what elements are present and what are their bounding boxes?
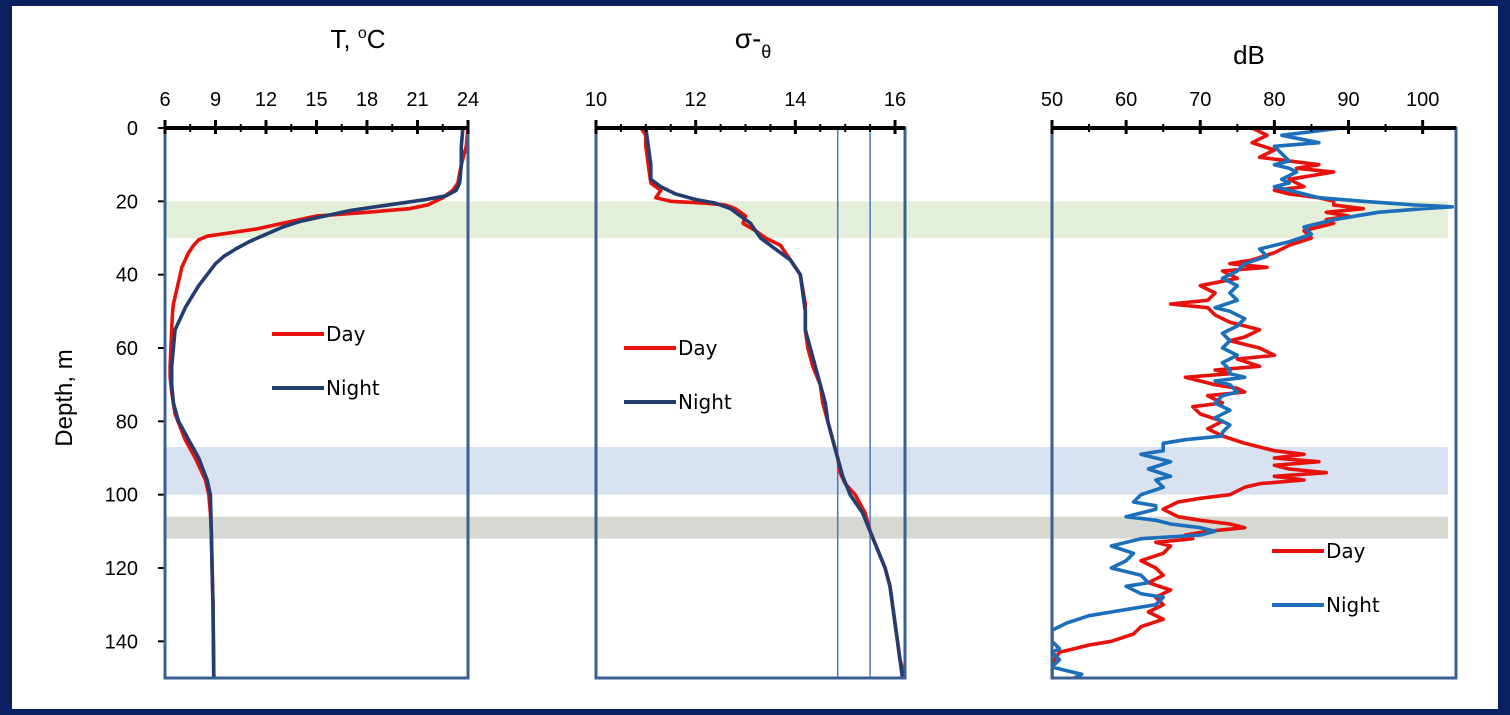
legend-label-night: Night xyxy=(1326,593,1380,617)
series-line-night xyxy=(169,128,465,678)
x-tick-label-2: 14 xyxy=(784,89,806,111)
series-line-day xyxy=(1052,128,1366,678)
y-tick-label-0: 0 xyxy=(127,118,138,140)
highlight-band-1 xyxy=(165,447,1448,495)
series-line-night xyxy=(644,128,905,678)
legend-label-night: Night xyxy=(678,390,732,414)
legend-label-day: Day xyxy=(678,336,718,360)
x-tick-label-0: 6 xyxy=(159,89,170,111)
y-axis-ticks: 0 20 40 60 80 100 120 140 xyxy=(105,118,166,653)
x-tick-label-5: 100 xyxy=(1406,89,1439,111)
series-line-night xyxy=(1052,128,1455,678)
x-tick-label-5: 21 xyxy=(406,89,428,111)
x-tick-label-1: 12 xyxy=(685,89,707,111)
x-tick-label-3: 15 xyxy=(305,89,327,111)
y-tick-label-3: 60 xyxy=(116,338,138,360)
panel-backscatter: dB 50 60 70 80 90 100 Day Night xyxy=(1041,40,1458,680)
y-axis-label: Depth, m xyxy=(51,349,78,446)
x-tick-label-1: 9 xyxy=(210,89,221,111)
x-tick-label-2: 12 xyxy=(255,89,277,111)
legend-label-day: Day xyxy=(326,322,366,346)
x-tick-label-4: 18 xyxy=(356,89,378,111)
y-tick-label-4: 80 xyxy=(116,411,138,433)
y-tick-label-1: 20 xyxy=(116,191,138,213)
x-tick-label-4: 90 xyxy=(1337,89,1359,111)
highlight-band-2 xyxy=(165,516,1448,539)
series-line-day xyxy=(168,128,468,678)
x-tick-label-2: 70 xyxy=(1189,89,1211,111)
y-tick-label-5: 100 xyxy=(105,485,138,507)
x-tick-label-6: 24 xyxy=(457,89,479,111)
panel-density: σ-θ 10 12 14 16 Day Night xyxy=(585,23,907,680)
legend-label-day: Day xyxy=(1326,539,1366,563)
highlight-band-0 xyxy=(165,201,1448,238)
x-tick-label-0: 10 xyxy=(585,89,607,111)
panel-title-backscatter: dB xyxy=(1233,40,1265,70)
x-tick-label-1: 60 xyxy=(1115,89,1137,111)
x-tick-label-0: 50 xyxy=(1041,89,1063,111)
panel-title-temperature: T, oC xyxy=(330,24,385,54)
legend-label-night: Night xyxy=(326,376,380,400)
y-tick-label-6: 120 xyxy=(105,558,138,580)
x-tick-label-3: 16 xyxy=(884,89,906,111)
y-tick-label-7: 140 xyxy=(105,631,138,653)
y-tick-label-2: 40 xyxy=(116,265,138,287)
panel-title-density: σ-θ xyxy=(735,23,772,62)
x-tick-label-3: 80 xyxy=(1263,89,1285,111)
panel-temperature: T, oC 6 9 12 15 18 21 24 Day Night xyxy=(159,24,479,680)
